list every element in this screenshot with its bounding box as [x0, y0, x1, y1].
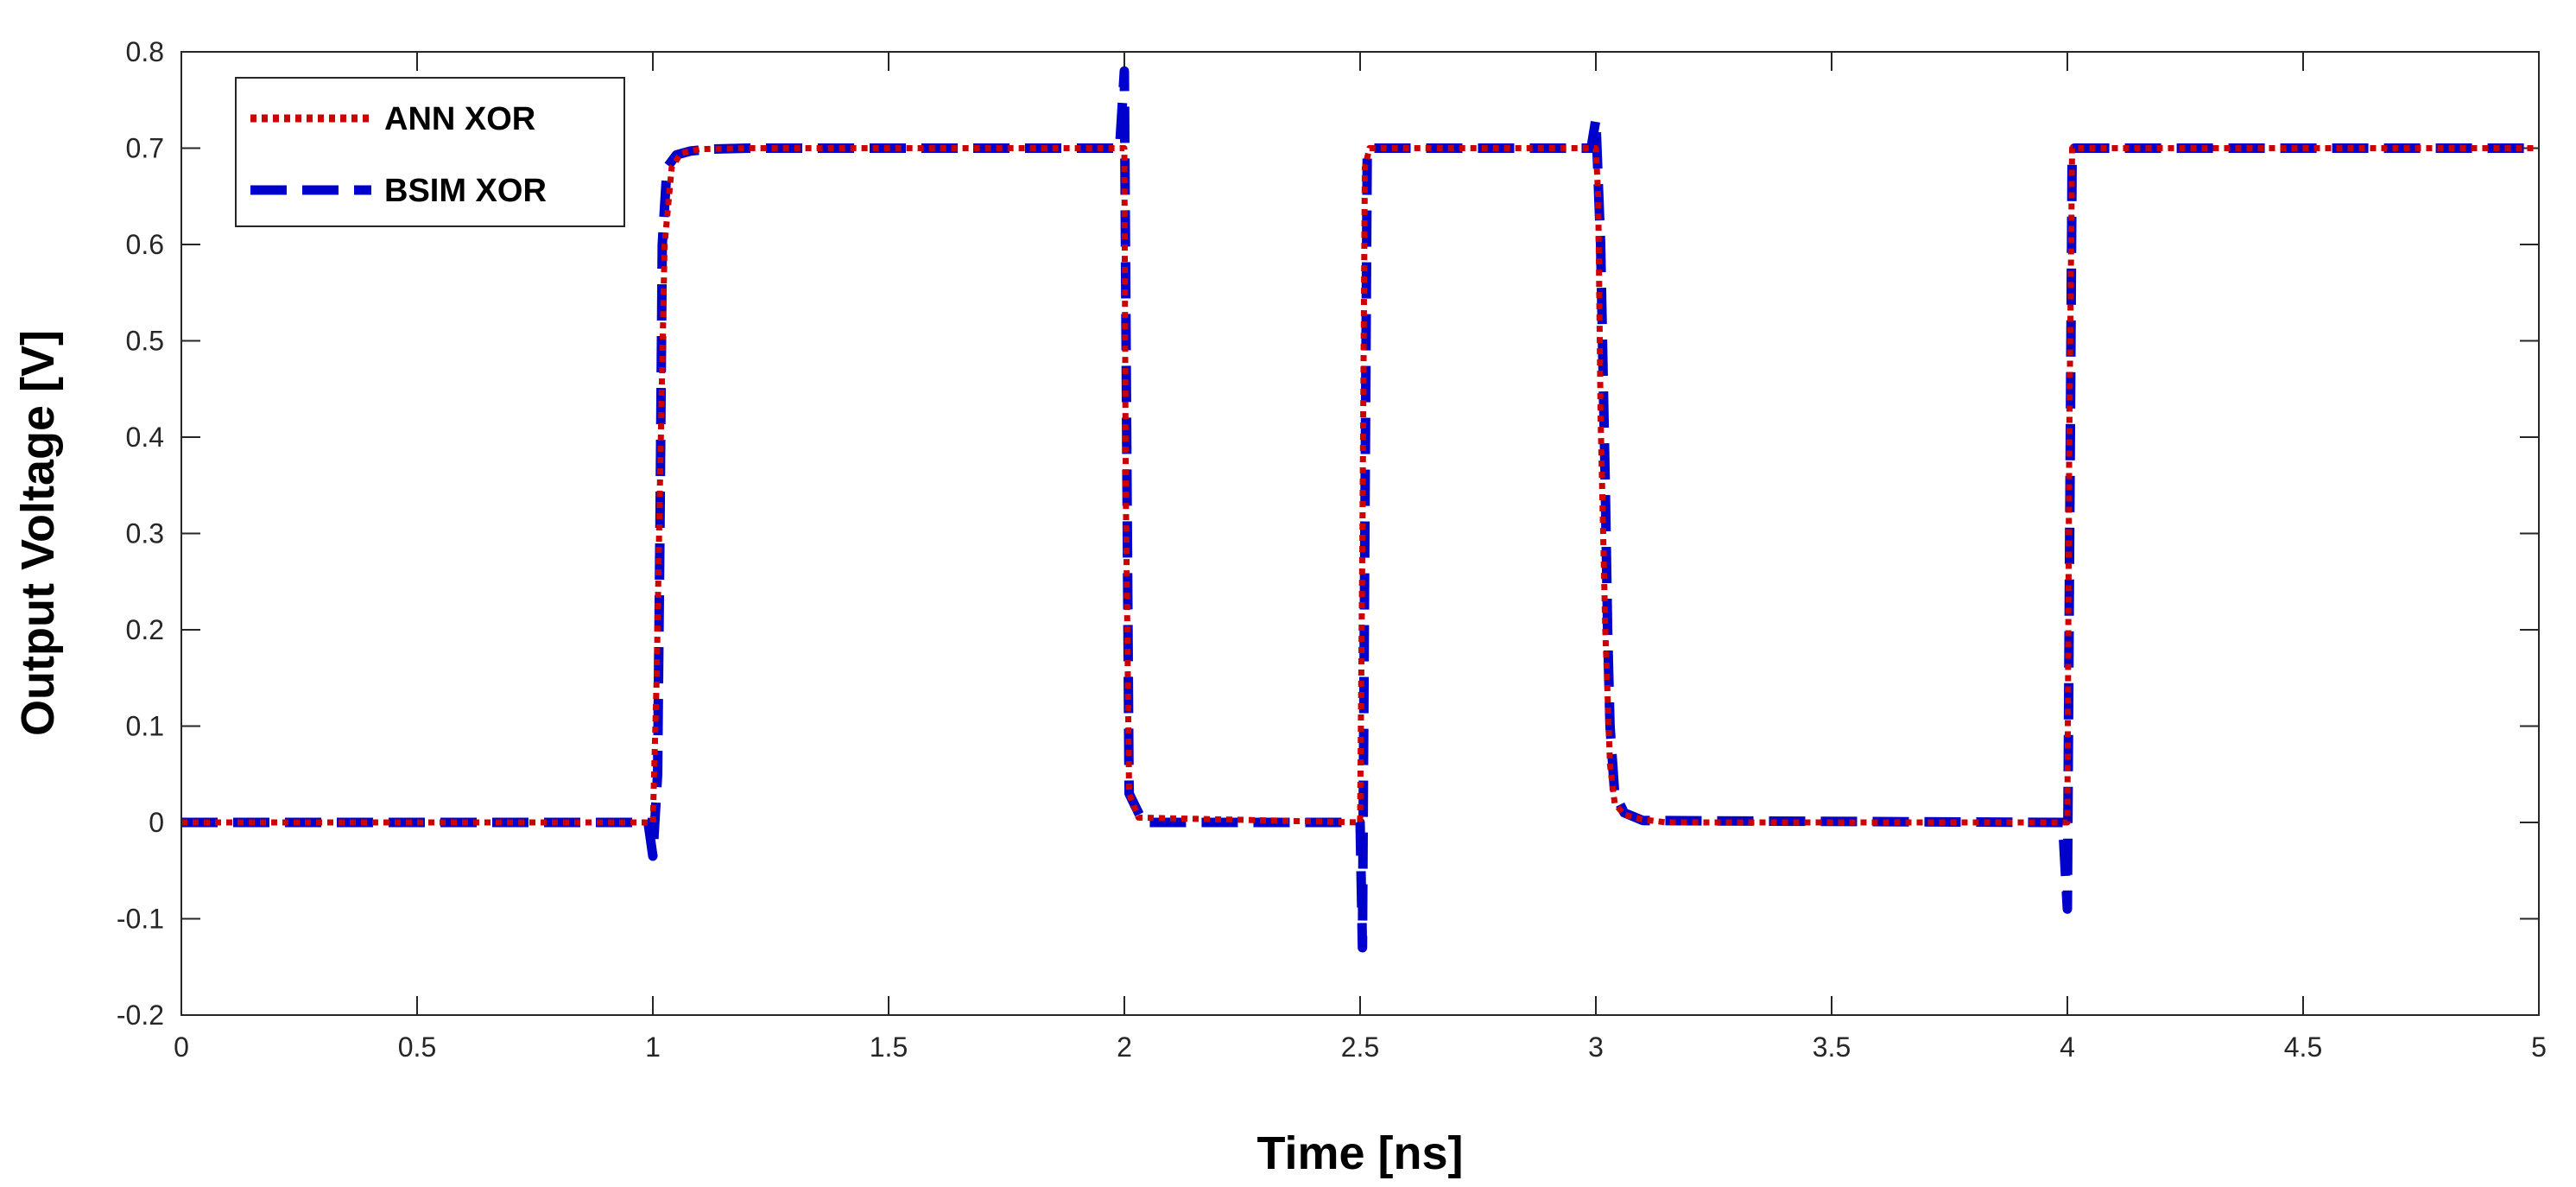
y-tick-label: 0.3 [126, 518, 164, 549]
y-tick-label: 0.7 [126, 133, 164, 164]
y-tick-label: 0.6 [126, 229, 164, 260]
x-tick-label: 2.5 [1341, 1031, 1379, 1063]
series-layer [181, 66, 2539, 953]
x-tick-label: 0 [174, 1031, 189, 1063]
y-tick-label: 0 [149, 807, 164, 838]
x-tick-label: 1 [645, 1031, 661, 1063]
x-tick-label: 4 [2060, 1031, 2075, 1063]
x-tick-label: 2 [1117, 1031, 1132, 1063]
x-tick-label: 3.5 [1813, 1031, 1851, 1063]
x-axis-ticks: 0 0.5 1 1.5 2 2.5 3 3.5 4 4.5 5 [174, 52, 2547, 1063]
y-tick-label: 0.4 [126, 422, 164, 453]
legend-label-ann-xor: ANN XOR [384, 101, 535, 137]
x-tick-label: 1.5 [870, 1031, 908, 1063]
legend-label-bsim-xor: BSIM XOR [384, 173, 547, 209]
y-tick-label: 0.5 [126, 326, 164, 357]
y-tick-label: -0.2 [117, 1000, 164, 1031]
x-tick-label: 5 [2531, 1031, 2547, 1063]
y-axis-title: Output Voltage [V] [12, 330, 64, 736]
x-tick-label: 4.5 [2284, 1031, 2322, 1063]
y-tick-label: -0.1 [117, 904, 164, 935]
series-line-bsim-xor [181, 66, 2539, 953]
legend: ANN XOR BSIM XOR [235, 77, 625, 227]
y-tick-label: 0.2 [126, 614, 164, 645]
plot-area-border [180, 51, 2540, 1016]
y-axis-ticks: -0.2 -0.1 0 0.1 0.2 0.3 0.4 0.5 0.6 0.7 0.8 [117, 36, 2539, 1031]
legend-box [235, 77, 625, 227]
y-tick-label: 0.8 [126, 36, 164, 67]
x-tick-label: 0.5 [398, 1031, 436, 1063]
x-tick-label: 3 [1588, 1031, 1604, 1063]
y-tick-label: 0.1 [126, 711, 164, 742]
series-line-ann-xor [181, 145, 2539, 826]
x-axis-title: Time [ns] [1256, 1127, 1463, 1179]
